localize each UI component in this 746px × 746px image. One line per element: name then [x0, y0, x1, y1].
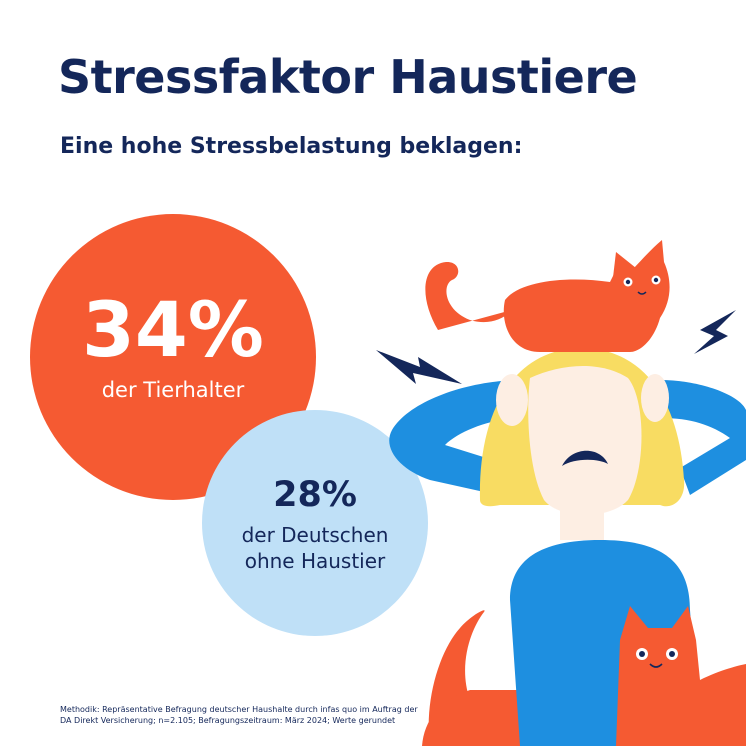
non-owners-label: der Deutschen ohne Haustier [202, 522, 428, 574]
page-title: Stressfaktor Haustiere [58, 50, 638, 104]
methodology-line2: DA Direkt Versicherung; n=2.105; Befragu… [60, 716, 396, 725]
stressed-woman-icon [389, 348, 746, 746]
non-owners-label-line1: der Deutschen [241, 523, 389, 547]
cat-icon [422, 610, 530, 746]
non-owners-stat-circle [202, 410, 428, 636]
methodology-line1: Methodik: Repräsentative Befragung deuts… [60, 705, 418, 714]
non-owners-label-line2: ohne Haustier [244, 549, 386, 573]
pet-owners-percent: 34% [82, 285, 264, 374]
lightning-bolt-icon [694, 310, 736, 354]
cat-icon [616, 606, 746, 746]
non-owners-percent: 28% [273, 475, 357, 515]
methodology-note: Methodik: Repräsentative Befragung deuts… [60, 704, 480, 726]
cat-icon [425, 240, 670, 352]
page-subtitle: Eine hohe Stressbelastung beklagen: [60, 134, 523, 159]
lightning-bolt-icon [376, 350, 462, 384]
pet-owners-label: der Tierhalter [101, 378, 245, 402]
